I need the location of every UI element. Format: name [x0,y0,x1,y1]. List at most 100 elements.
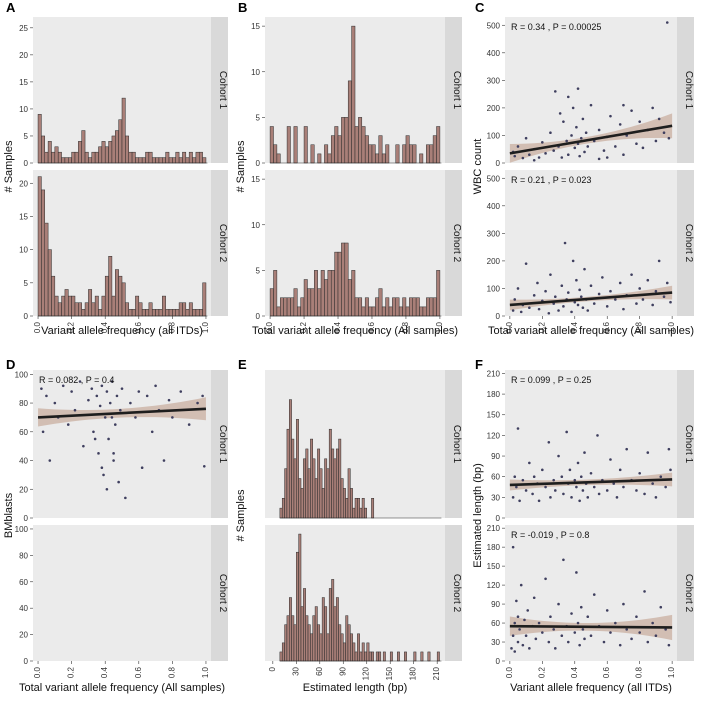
scatter-point [82,444,85,448]
histogram-bar [364,297,369,317]
scatter-point [113,423,117,426]
histogram-bar [337,251,342,317]
histogram-bar [178,157,183,164]
scatter-point [140,466,144,470]
facet-strip-label: Cohort 2 [217,574,228,613]
histogram-bar [290,297,295,317]
scatter-point [589,634,593,637]
y-tick-label: 60 [19,428,28,437]
scatter-point [95,394,99,398]
histogram-bar [118,275,123,317]
histogram-bar [148,302,153,317]
histogram-bar [419,153,424,164]
histogram-bar [347,468,351,519]
plot-background [33,525,211,661]
scatter-point [576,621,580,625]
histogram-bar [88,157,93,164]
x-tick-label: 0.2 [67,666,76,678]
scatter-point [554,90,557,93]
x-tick-label: 0.6 [602,321,611,333]
histogram-bar [351,270,356,317]
x-tick-label: 1.0 [435,321,444,333]
y-tick-label: 0 [256,312,261,321]
histogram-bar [375,297,380,317]
histogram-bar [436,270,441,317]
scatter-point [579,295,583,299]
scatter-point [549,273,552,276]
histogram-bar [357,498,360,519]
histogram-bar [382,651,386,662]
histogram-bar [138,302,143,317]
histogram-bar [371,306,376,317]
histogram-bar [121,282,126,317]
histogram-bar [175,309,180,317]
scatter-point [581,489,585,492]
x-axis-title: Variant allele frequency (all ITDs) [510,682,672,694]
scatter-point [547,311,551,315]
x-tick-label: 0.4 [570,666,579,678]
histogram-bar [395,144,400,164]
y-tick-label: 300 [487,76,501,85]
scatter-point [48,459,52,462]
histogram-bar [293,126,298,164]
histogram-bar [412,297,417,317]
scatter-point [622,307,625,311]
scatter-point [532,294,536,297]
scatter-point [119,408,122,412]
scatter-point [100,384,104,388]
scatter-point [571,106,575,110]
y-axis-title: BMblasts [3,492,15,538]
y-tick-label: 15 [19,78,28,87]
histogram-bar [412,144,417,164]
panel-e: E Cohort 1 Cohort 2 0 30 60 90 120 150 180 210 Esti… [235,357,462,694]
scatter-point [586,145,590,148]
y-tick-label: 210 [487,524,501,533]
scatter-point [622,485,625,489]
x-tick-label: 30 [291,666,300,675]
y-tick-label: 80 [19,551,28,560]
histogram-bar [115,130,119,164]
histogram-bar [44,151,49,164]
scatter-point [609,114,612,118]
scatter-point [513,621,517,625]
y-axis-title: WBC count [472,139,484,195]
histogram-bar [307,288,312,317]
scatter-point [532,475,536,478]
x-tick-label: 0.4 [100,321,109,333]
scatter-point [513,154,517,158]
y-tick-label: 30 [491,638,500,647]
scatter-point [552,478,555,482]
scatter-point [511,496,515,499]
histogram-bar [312,615,316,662]
scatter-point [162,459,166,462]
scatter-point [625,447,628,451]
histogram-bar [37,176,42,317]
scatter-point [202,464,206,468]
histogram-bar [409,297,413,317]
histogram-bar [286,297,291,317]
histogram-bar [420,651,424,662]
x-tick-label: 0.4 [333,321,342,333]
histogram-bar [358,117,363,164]
histogram-bar [409,144,413,164]
facet-strip [677,17,694,163]
y-tick-label: 30 [491,493,500,502]
scatter-point [541,631,544,634]
scatter-point [560,475,564,478]
histogram-bar [426,144,430,164]
scatter-point [583,267,586,271]
histogram-bar [371,498,375,519]
histogram-bar [426,297,430,317]
scatter-point [638,120,641,123]
scatter-point [518,628,521,631]
x-tick-label: 60 [315,666,324,675]
y-tick-label: 0 [496,312,501,321]
histogram-bar [381,153,386,164]
scatter-point [605,305,609,308]
panel-b: B Cohort 1 0 5 10 15 Cohort 2 0 5 10 15 0.0 0.2 0.4 0.… [235,0,462,337]
scatter-point [592,593,596,596]
histogram-bar [101,295,106,317]
scatter-point [566,640,570,644]
histogram-bar [429,297,434,317]
scatter-point [614,145,617,148]
